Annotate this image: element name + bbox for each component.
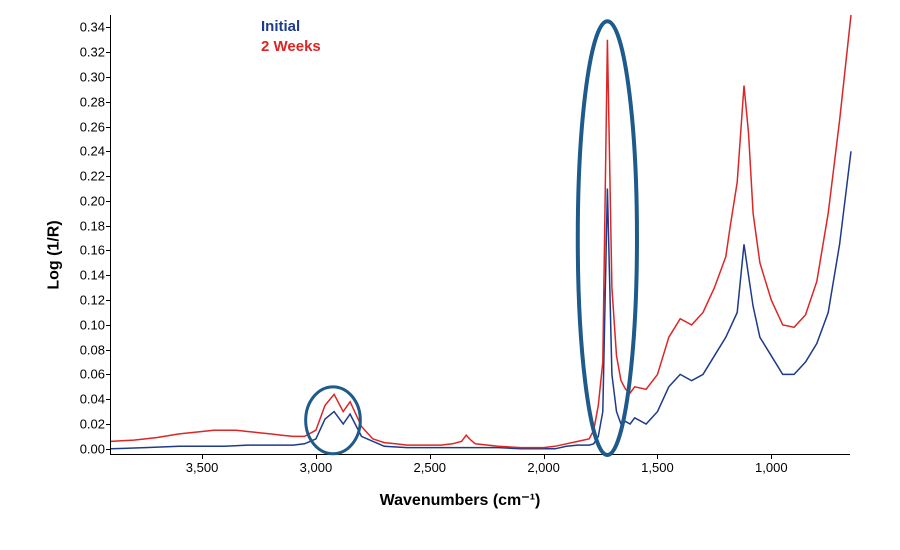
x-axis-title: Wavenumbers (cm⁻¹) — [380, 490, 541, 510]
y-tick — [106, 275, 111, 276]
x-tick-label: 2,000 — [527, 460, 560, 475]
y-tick-label: 0.34 — [80, 20, 105, 35]
legend: Initial 2 Weeks — [261, 17, 321, 56]
y-tick-label: 0.10 — [80, 317, 105, 332]
y-tick-label: 0.22 — [80, 169, 105, 184]
y-tick-label: 0.18 — [80, 218, 105, 233]
y-tick-label: 0.32 — [80, 45, 105, 60]
x-tick — [430, 454, 431, 459]
x-tick-label: 1,500 — [641, 460, 674, 475]
x-tick — [316, 454, 317, 459]
y-tick-label: 0.02 — [80, 417, 105, 432]
y-tick — [106, 102, 111, 103]
y-tick-label: 0.24 — [80, 144, 105, 159]
y-tick-label: 0.30 — [80, 69, 105, 84]
y-tick-label: 0.16 — [80, 243, 105, 258]
annotation-ellipse-1 — [578, 21, 637, 455]
y-tick — [106, 226, 111, 227]
y-tick — [106, 449, 111, 450]
x-tick — [544, 454, 545, 459]
y-tick-label: 0.04 — [80, 392, 105, 407]
y-tick — [106, 176, 111, 177]
legend-2weeks: 2 Weeks — [261, 37, 321, 57]
y-axis-title: Log (1/R) — [46, 220, 64, 289]
legend-initial: Initial — [261, 17, 321, 37]
y-tick — [106, 201, 111, 202]
y-tick — [106, 424, 111, 425]
x-tick — [657, 454, 658, 459]
y-tick-label: 0.20 — [80, 193, 105, 208]
y-tick-label: 0.26 — [80, 119, 105, 134]
y-tick — [106, 151, 111, 152]
y-tick-label: 0.00 — [80, 441, 105, 456]
y-tick — [106, 350, 111, 351]
y-tick — [106, 250, 111, 251]
annotation-ellipses — [111, 15, 851, 455]
x-tick-label: 3,500 — [186, 460, 219, 475]
y-tick-label: 0.14 — [80, 268, 105, 283]
y-tick-label: 0.28 — [80, 94, 105, 109]
x-tick-label: 3,000 — [300, 460, 333, 475]
x-tick — [202, 454, 203, 459]
y-tick — [106, 27, 111, 28]
y-tick — [106, 77, 111, 78]
annotation-ellipse-0 — [306, 387, 361, 454]
y-tick-label: 0.12 — [80, 293, 105, 308]
x-tick-label: 1,000 — [755, 460, 788, 475]
y-tick — [106, 127, 111, 128]
y-tick — [106, 374, 111, 375]
y-tick-label: 0.08 — [80, 342, 105, 357]
x-tick — [771, 454, 772, 459]
y-tick — [106, 325, 111, 326]
x-tick-label: 2,500 — [413, 460, 446, 475]
y-tick — [106, 52, 111, 53]
y-tick — [106, 300, 111, 301]
y-tick — [106, 399, 111, 400]
plot-area: Initial 2 Weeks 0.000.020.040.060.080.10… — [110, 15, 850, 455]
spectrum-chart: Log (1/R) Wavenumbers (cm⁻¹) Initial 2 W… — [70, 15, 850, 495]
y-tick-label: 0.06 — [80, 367, 105, 382]
